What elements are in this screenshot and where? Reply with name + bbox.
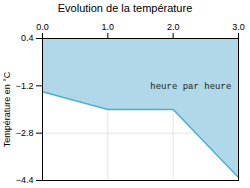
html-text:Evolution de la température: Evolution de la température xyxy=(57,2,193,14)
svg-text:0.0: 0.0 xyxy=(36,22,49,32)
svg-text:3.0: 3.0 xyxy=(232,22,245,32)
svg-text:−4.4: −4.4 xyxy=(16,175,34,185)
svg-text:1.0: 1.0 xyxy=(102,22,115,32)
svg-text:−2.8: −2.8 xyxy=(16,128,34,138)
svg-text:2.0: 2.0 xyxy=(167,22,180,32)
svg-text:Température en °C: Température en °C xyxy=(2,71,12,147)
svg-text:−1.2: −1.2 xyxy=(16,81,34,91)
svg-text:heure par heure: heure par heure xyxy=(150,82,231,92)
svg-text:0.4: 0.4 xyxy=(21,33,34,43)
